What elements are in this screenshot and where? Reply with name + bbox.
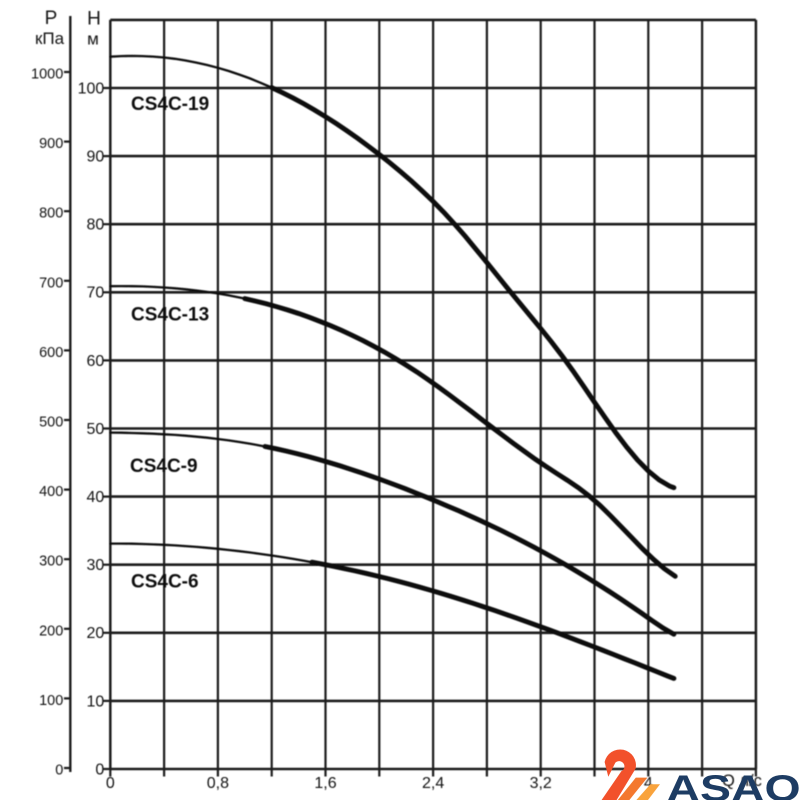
svg-text:10: 10 [87,693,105,710]
svg-text:H: H [87,9,101,30]
svg-text:ASAO: ASAO [667,768,800,800]
svg-text:м: м [87,30,99,49]
svg-text:кПа: кПа [35,29,65,48]
svg-text:90: 90 [87,149,105,166]
svg-text:P: P [45,8,58,29]
svg-text:3,2: 3,2 [530,775,552,792]
svg-text:500: 500 [39,415,63,431]
svg-text:0: 0 [55,763,63,779]
svg-text:900: 900 [39,136,63,152]
svg-text:0: 0 [95,761,104,778]
svg-text:40: 40 [87,489,105,506]
svg-text:1000: 1000 [31,67,63,83]
svg-text:400: 400 [39,484,63,500]
svg-text:4: 4 [644,775,653,792]
svg-text:0,8: 0,8 [207,775,229,792]
svg-text:700: 700 [39,275,63,291]
svg-text:60: 60 [87,353,105,370]
svg-text:100: 100 [78,80,105,97]
svg-text:CS4C-6: CS4C-6 [131,571,199,592]
svg-text:30: 30 [87,557,105,574]
svg-text:CS4C-9: CS4C-9 [130,456,198,477]
svg-text:0: 0 [106,775,115,792]
svg-text:600: 600 [39,345,63,361]
svg-text:2,4: 2,4 [422,775,444,792]
svg-text:70: 70 [87,285,105,302]
svg-text:800: 800 [39,206,63,222]
svg-text:20: 20 [87,625,105,642]
svg-text:300: 300 [39,554,63,570]
svg-text:CS4C-19: CS4C-19 [131,94,209,115]
svg-text:1,6: 1,6 [314,775,336,792]
svg-text:80: 80 [87,217,105,234]
svg-text:200: 200 [39,623,63,639]
svg-text:Q л/с: Q л/с [722,772,762,790]
svg-text:50: 50 [87,421,105,438]
svg-text:CS4C-13: CS4C-13 [131,304,209,325]
svg-text:100: 100 [39,693,63,709]
